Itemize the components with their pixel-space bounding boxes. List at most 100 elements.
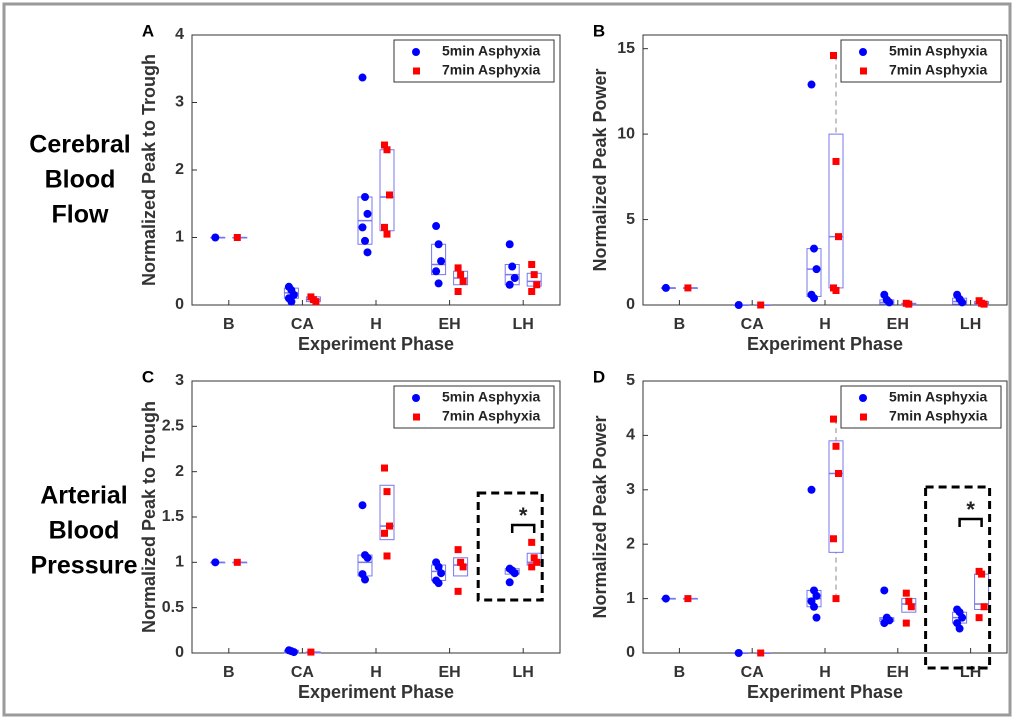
point [807,485,816,494]
point [812,591,821,600]
row-label: Flow [52,201,109,229]
point [505,240,514,249]
point [835,469,842,477]
y-tick-label: 15 [617,40,635,57]
legend-marker [413,67,420,75]
point [955,624,964,633]
point [381,529,388,537]
row-label: Blood [45,166,116,194]
legend-marker [413,413,420,421]
x-tick-label: H [370,316,382,333]
y-tick-label: 2 [175,463,184,480]
point [810,602,818,611]
box [828,440,844,553]
point [830,535,837,543]
y-axis-label: Normalized Peak to Trough [139,54,159,286]
point [885,298,894,307]
point [434,579,443,588]
row-label: Pressure [30,552,137,580]
y-tick-label: 1 [175,229,184,246]
y-tick-label: 10 [617,125,635,142]
point [363,209,372,218]
point [902,619,910,627]
legend-marker [412,394,420,402]
x-tick-label: LH [960,316,981,333]
point [505,578,514,587]
legend [840,385,1002,429]
point [287,297,296,306]
point [812,265,821,274]
y-tick-label: 3 [175,94,184,111]
point [734,301,743,309]
point [533,281,541,289]
point [684,284,692,292]
point [978,570,986,578]
panel-label: C [142,367,154,386]
point [434,279,443,288]
legend-label: 5min Asphyxia [442,43,541,59]
row-label: Arterial [40,482,128,510]
point [454,587,462,595]
x-tick-label: LH [513,664,534,681]
legend-label: 7min Asphyxia [889,408,988,424]
significance-bracket [958,517,983,527]
point [510,569,519,578]
y-axis-label: Normalized Peak to Trough [139,401,159,633]
y-tick-label: 2 [175,161,184,178]
x-tick-label: CA [291,664,315,681]
x-tick-label: EH [438,664,460,681]
x-tick-label: EH [887,664,909,681]
box [379,484,395,541]
point [812,613,821,622]
x-tick-label: B [674,316,686,333]
point [383,230,391,238]
point [902,589,910,597]
point [880,619,889,628]
legend [840,39,1002,83]
point [661,594,670,603]
x-axis-label: Experiment Phase [298,682,454,702]
point [980,300,988,308]
y-tick-label: 3 [175,372,184,389]
y-tick-label: 0 [626,644,635,661]
y-tick-label: 0.5 [162,599,184,616]
x-tick-label: H [819,664,831,681]
legend-marker [860,413,867,421]
x-tick-label: EH [887,316,909,333]
point [432,222,441,231]
x-axis-label: Experiment Phase [747,682,903,702]
point [905,597,913,605]
point [358,501,367,510]
point [505,280,514,289]
point [457,558,465,566]
point [880,586,889,595]
y-axis-label: Normalized Peak Power [590,68,610,271]
x-axis-label: Experiment Phase [747,334,903,354]
point [807,80,816,89]
legend-marker [860,67,867,75]
significance-box [924,485,992,670]
x-tick-label: H [370,664,382,681]
point [459,277,467,285]
point [661,283,670,292]
point [684,595,692,603]
point [528,288,536,295]
point [233,558,241,566]
point [434,240,443,249]
point [383,552,391,560]
point [233,234,241,241]
point [363,553,372,562]
x-axis-label: Experiment Phase [298,334,454,354]
y-tick-label: 2.5 [162,418,184,435]
point [307,648,315,656]
point [832,286,840,294]
point [835,233,842,241]
point [975,614,983,622]
point [437,257,446,266]
y-tick-label: 2 [626,535,635,552]
point [363,248,372,257]
legend [393,385,555,429]
significance-bracket [510,523,536,533]
